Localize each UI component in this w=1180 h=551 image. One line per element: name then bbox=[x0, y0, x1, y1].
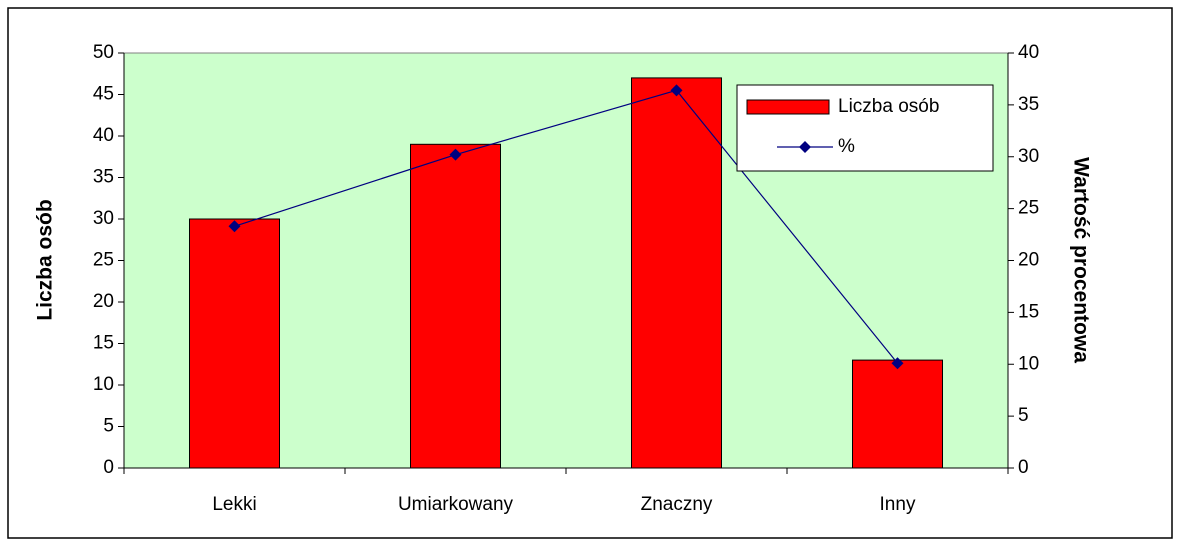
legend-label: % bbox=[838, 136, 855, 157]
x-tick-label: Umiarkowany bbox=[398, 494, 514, 515]
y-tick-label: 10 bbox=[93, 374, 114, 395]
y2-tick-label: 0 bbox=[1018, 457, 1029, 478]
bar bbox=[189, 218, 280, 469]
y-tick-label: 5 bbox=[103, 416, 114, 437]
y2-tick-label: 20 bbox=[1018, 250, 1039, 271]
marker bbox=[228, 220, 241, 233]
y2-tick-label: 25 bbox=[1018, 198, 1039, 219]
y-tick-label: 15 bbox=[93, 333, 114, 354]
y-axis-label: Liczba osób bbox=[34, 199, 57, 320]
y2-tick-label: 10 bbox=[1018, 353, 1039, 374]
y-tick-label: 0 bbox=[103, 457, 114, 478]
legend bbox=[736, 84, 994, 172]
line bbox=[234, 89, 898, 364]
legend-swatch bbox=[746, 99, 830, 115]
x-tick-label: Lekki bbox=[212, 494, 256, 515]
y-tick-label: 30 bbox=[93, 208, 114, 229]
marker bbox=[670, 84, 683, 97]
y-tick-label: 45 bbox=[93, 84, 114, 105]
y2-tick-label: 15 bbox=[1018, 301, 1039, 322]
bar bbox=[852, 359, 943, 469]
legend-label: Liczba osób bbox=[838, 96, 939, 117]
y-tick-label: 25 bbox=[93, 250, 114, 271]
bar bbox=[631, 77, 722, 469]
x-tick-label: Inny bbox=[880, 494, 916, 515]
y2-tick-label: 5 bbox=[1018, 405, 1029, 426]
y-tick-label: 50 bbox=[93, 42, 114, 63]
y2-tick-label: 35 bbox=[1018, 94, 1039, 115]
y-tick-label: 35 bbox=[93, 167, 114, 188]
bar bbox=[410, 143, 501, 469]
marker bbox=[449, 148, 462, 161]
y-tick-label: 40 bbox=[93, 125, 114, 146]
x-tick-label: Znaczny bbox=[641, 494, 713, 515]
y-tick-label: 20 bbox=[93, 291, 114, 312]
legend-marker bbox=[799, 141, 811, 153]
y2-tick-label: 30 bbox=[1018, 146, 1039, 167]
y2-tick-label: 40 bbox=[1018, 42, 1039, 63]
marker bbox=[891, 357, 904, 370]
y2-axis-label: Wartość procentowa bbox=[1069, 157, 1092, 363]
